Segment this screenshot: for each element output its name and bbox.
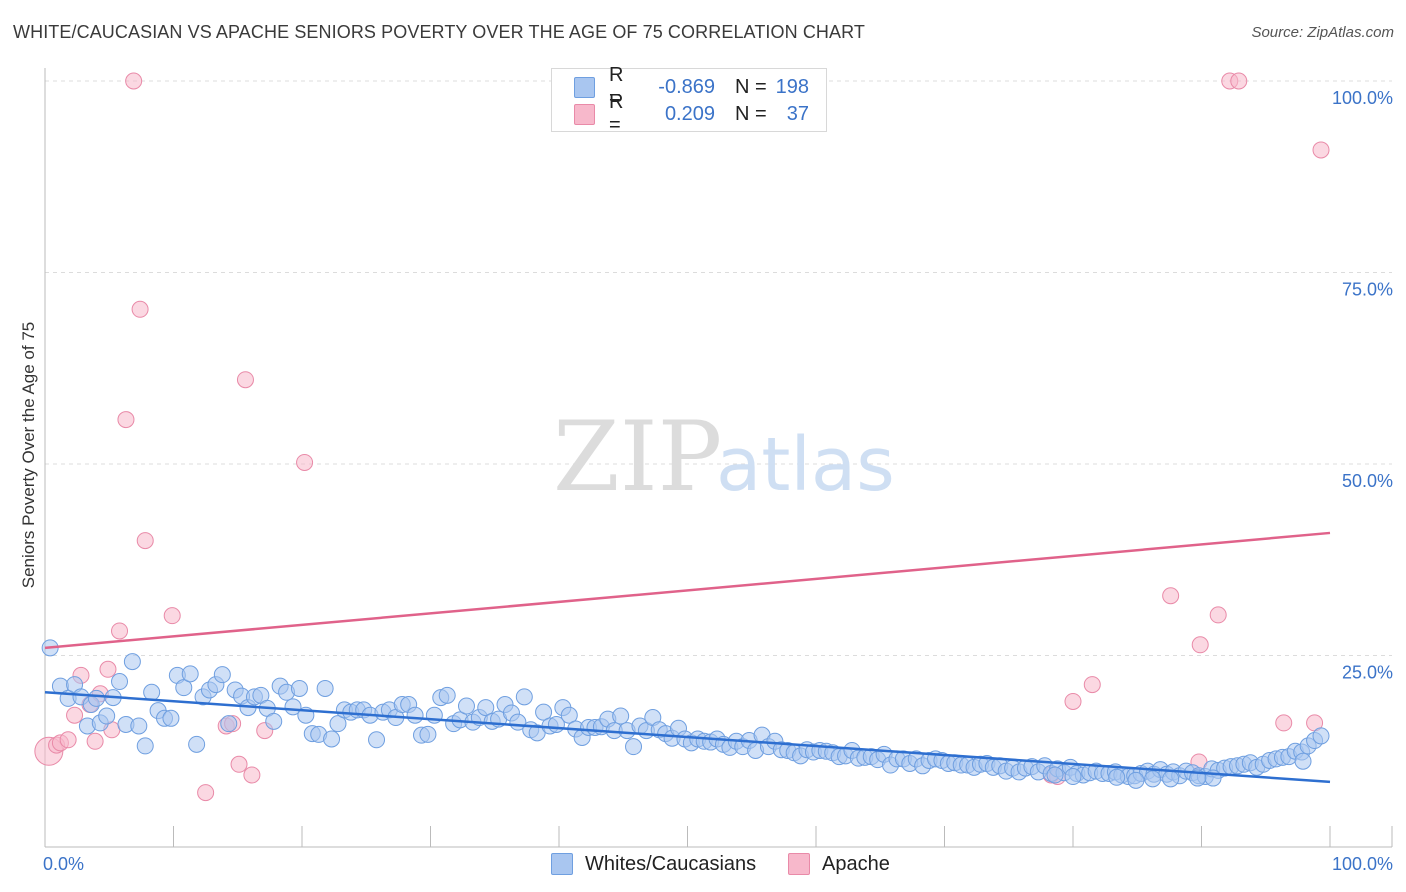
- whites-point: [290, 679, 308, 697]
- legend-row-apache: R = 0.209 N = 37: [574, 91, 809, 136]
- y-tick-label: 25.0%: [1342, 663, 1393, 683]
- whites-point: [515, 688, 533, 706]
- whites-point: [419, 725, 437, 743]
- apache-point: [1191, 636, 1209, 654]
- bottom-legend-apache: Apache: [788, 852, 890, 876]
- r-label: R =: [609, 64, 624, 109]
- apache-point: [1209, 606, 1227, 624]
- whites-point: [1108, 768, 1126, 786]
- bottom-swatch-apache: [788, 853, 810, 875]
- whites-point: [162, 709, 180, 727]
- bottom-legend-label: Apache: [822, 852, 890, 875]
- whites-point: [625, 738, 643, 756]
- apache-point: [136, 532, 154, 550]
- apache-point: [163, 607, 181, 625]
- trend-lines: [44, 531, 1331, 784]
- whites-point: [457, 697, 475, 715]
- apache-point: [1083, 676, 1101, 694]
- whites-point: [316, 679, 334, 697]
- whites-point: [188, 735, 206, 753]
- r-value: 0.209: [664, 102, 715, 125]
- apache-point: [296, 453, 314, 471]
- whites-point: [98, 707, 116, 725]
- apache-point: [243, 766, 261, 784]
- whites-point: [477, 699, 495, 717]
- y-axis-label: Seniors Poverty Over the Age of 75: [19, 322, 38, 588]
- whites-point: [181, 665, 199, 683]
- x-tick-label: 100.0%: [1332, 854, 1393, 874]
- apache-point: [230, 755, 248, 773]
- whites-point: [1144, 770, 1162, 788]
- whites-trend-line: [44, 691, 1331, 784]
- whites-point: [560, 706, 578, 724]
- axes: [44, 68, 1393, 848]
- apache-point: [1064, 692, 1082, 710]
- x-tick-label: 0.0%: [43, 854, 84, 874]
- whites-point: [265, 712, 283, 730]
- whites-point: [1312, 727, 1330, 745]
- apache-trend-line: [44, 531, 1331, 650]
- whites-point: [1046, 766, 1064, 784]
- whites-point: [1162, 770, 1180, 788]
- whites-point: [368, 731, 386, 749]
- whites-point: [406, 706, 424, 724]
- whites-point: [130, 717, 148, 735]
- bottom-legend-label: Whites/Caucasians: [585, 852, 757, 875]
- legend-row-whites: R = -0.869 N = 198: [574, 64, 809, 109]
- r-value: -0.869: [658, 75, 715, 98]
- apache-point: [1275, 714, 1293, 732]
- apache-point: [111, 622, 129, 640]
- y-tick-label: 75.0%: [1342, 280, 1393, 300]
- whites-point: [438, 686, 456, 704]
- whites-point: [123, 653, 141, 671]
- whites-point: [1294, 752, 1312, 770]
- y-tick-label: 50.0%: [1342, 471, 1393, 491]
- apache-point: [66, 706, 84, 724]
- n-label: N =: [735, 102, 767, 125]
- apache-point: [117, 411, 135, 429]
- n-value: 37: [786, 102, 809, 125]
- apache-point: [197, 784, 215, 802]
- watermark: ZIP atlas: [553, 401, 895, 513]
- whites-point: [1064, 768, 1082, 786]
- whites-point: [220, 715, 238, 733]
- apache-point: [1230, 72, 1248, 90]
- whites-point: [323, 730, 341, 748]
- whites-point: [213, 666, 231, 684]
- r-label: R =: [609, 91, 624, 136]
- grid-lines: [45, 80, 1392, 656]
- y-tick-label: 100.0%: [1332, 88, 1393, 108]
- bottom-swatch-whites: [551, 853, 573, 875]
- y-tick-labels: 25.0% 50.0% 75.0% 100.0%: [1332, 88, 1393, 683]
- stats-legend: R = -0.869 N = 198 R = 0.209 N = 37: [551, 64, 827, 136]
- source-label: Source: ZipAtlas.com: [1251, 24, 1394, 41]
- chart-title: WHITE/CAUCASIAN VS APACHE SENIORS POVERT…: [13, 22, 865, 42]
- apache-point: [131, 300, 149, 318]
- legend-swatch-whites: [574, 76, 595, 98]
- whites-point: [87, 689, 105, 707]
- whites-point: [175, 679, 193, 697]
- n-value: 198: [775, 75, 809, 98]
- whites-point: [143, 683, 161, 701]
- bottom-legend-whites: Whites/Caucasians: [551, 852, 756, 876]
- n-label: N =: [735, 75, 767, 98]
- legend-swatch-apache: [574, 103, 595, 125]
- apache-point: [125, 72, 143, 90]
- apache-point: [236, 371, 254, 389]
- apache-point: [59, 731, 77, 749]
- apache-point: [86, 732, 104, 750]
- x-tick-labels: 0.0% 100.0%: [43, 854, 1393, 874]
- whites-point: [535, 703, 553, 721]
- apache-point: [1312, 141, 1330, 159]
- whites-point: [136, 737, 154, 755]
- whites-point: [111, 673, 129, 691]
- watermark-atlas: atlas: [716, 422, 895, 508]
- whites-point: [329, 715, 347, 733]
- whites-point: [1127, 771, 1145, 789]
- apache-point: [99, 660, 117, 678]
- apache-point: [1162, 587, 1180, 605]
- whites-point: [612, 707, 630, 725]
- watermark-zip: ZIP: [553, 401, 722, 513]
